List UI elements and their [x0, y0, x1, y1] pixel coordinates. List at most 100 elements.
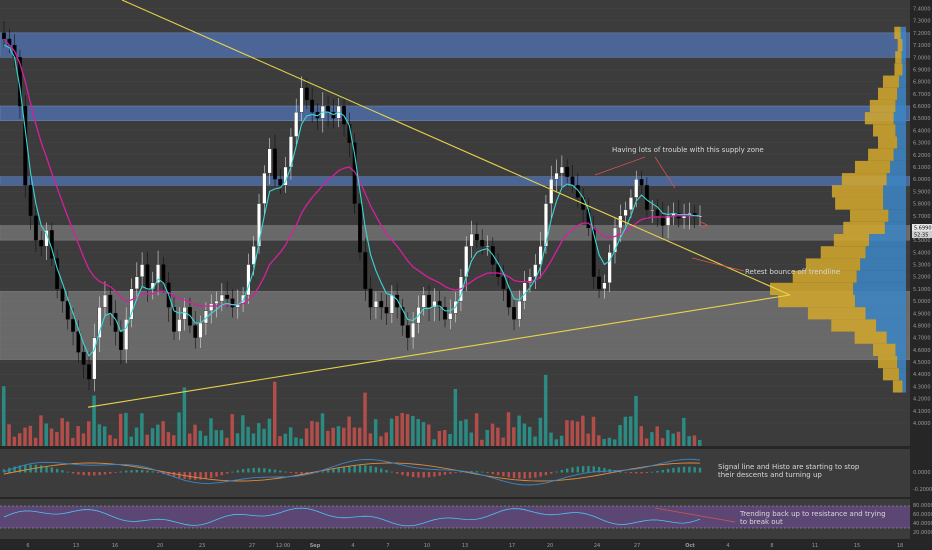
- time-axis-tick: 16: [112, 543, 118, 549]
- candle-body: [134, 276, 139, 290]
- volume-bar: [395, 415, 399, 446]
- macd-histogram-bar: [390, 471, 394, 473]
- volume-profile-sell-bar: [902, 380, 906, 393]
- macd-histogram-bar: [215, 472, 218, 477]
- macd-histogram-bar: [326, 470, 330, 473]
- volume-bar: [299, 438, 304, 446]
- volume-profile-buy-bar: [878, 136, 898, 149]
- volume-profile-buy-bar: [873, 343, 896, 356]
- volume-bar: [161, 421, 165, 446]
- candle-body: [517, 300, 522, 320]
- price-axis-tick: 7.4000: [913, 7, 931, 13]
- price-axis-tick: 4.1000: [913, 409, 931, 415]
- price-axis-tick: 4.5000: [913, 360, 931, 366]
- volume-bar: [464, 419, 468, 446]
- volume-bar: [559, 435, 564, 446]
- rsi-panel: [0, 499, 910, 539]
- volume-profile-sell-bar: [901, 51, 906, 64]
- price-axis-tick: 5.9000: [913, 189, 931, 195]
- macd-histogram-bar: [597, 467, 601, 473]
- volume-profile-buy-bar: [833, 234, 870, 247]
- macd-histogram-bar: [635, 472, 638, 474]
- macd-histogram-bar: [624, 472, 627, 473]
- macd-histogram-bar: [146, 470, 149, 473]
- current-price-badge: 5.6990 52:35: [912, 224, 932, 239]
- time-axis-tick: 13: [462, 543, 468, 549]
- volume-bar: [113, 438, 118, 446]
- volume-profile-sell-bar: [893, 112, 906, 125]
- volume-bar: [506, 412, 511, 446]
- volume-profile: [770, 26, 906, 393]
- candle-body: [607, 252, 612, 283]
- time-axis: 6 13 16 20 23 27 12:00 Sep 4 7 10 13 17 20 24 27 Oct 4 8 11…: [26, 543, 903, 549]
- candle-body: [225, 294, 230, 299]
- volume-bar: [44, 423, 49, 446]
- volume-bar: [517, 415, 521, 446]
- volume-bar: [39, 415, 43, 446]
- candle-body: [400, 307, 405, 326]
- time-axis-tick: 11: [812, 543, 818, 549]
- volume-bar: [501, 437, 505, 446]
- macd-histogram-bar: [475, 471, 479, 473]
- volume-profile-buy-bar: [878, 87, 898, 100]
- candle-body: [193, 325, 198, 338]
- volume-bar: [331, 427, 335, 446]
- volume-profile-sell-bar: [895, 99, 906, 113]
- macd-histogram-bar: [342, 466, 346, 473]
- volume-profile-sell-bar: [854, 294, 906, 308]
- macd-histogram-bar: [225, 472, 229, 474]
- volume-profile-buy-bar: [895, 51, 902, 64]
- volume-profile-buy-bar: [873, 124, 896, 137]
- time-axis-tick: 17: [509, 543, 515, 549]
- candle-body: [427, 294, 431, 308]
- price-axis-tick: 6.6000: [913, 104, 931, 110]
- volume-profile-buy-bar: [897, 38, 903, 52]
- macd-histogram-bar: [98, 472, 101, 476]
- time-axis-tick: Sep: [310, 543, 321, 549]
- candle-body: [172, 307, 176, 332]
- time-badge-bg: [912, 231, 932, 238]
- macd-histogram-bar: [539, 472, 542, 477]
- price-axis-tick: 4.6000: [913, 348, 931, 354]
- volume-bar: [23, 427, 27, 446]
- macd-histogram-bar: [512, 472, 516, 479]
- price-axis: 7.4000 7.3000 7.2000 7.1000 7.0000 6.9000 6.80…: [910, 0, 932, 550]
- volume-bar: [134, 427, 139, 446]
- candle-body: [644, 185, 649, 210]
- macd-histogram-bar: [682, 466, 686, 473]
- volume-bar: [60, 418, 64, 446]
- volume-bar: [533, 436, 537, 446]
- volume-bar: [108, 435, 112, 446]
- macd-histogram-bar: [555, 471, 558, 473]
- annotation-supply-arrow-right: [654, 156, 676, 189]
- volume-profile-sell-bar: [884, 221, 906, 235]
- candle-body: [326, 105, 331, 113]
- candle-body: [474, 233, 479, 241]
- candle-body: [161, 264, 166, 283]
- macd-histogram-bar: [571, 467, 574, 473]
- candle-body: [39, 239, 44, 247]
- macd-histogram-bar: [252, 467, 255, 473]
- candle-body: [623, 209, 628, 216]
- main-plot-area: [0, 0, 910, 446]
- candle-body: [214, 300, 219, 304]
- price-axis-tick: 4.7000: [913, 336, 931, 342]
- candle-body: [251, 246, 256, 265]
- volume-bar: [618, 424, 622, 446]
- macd-histogram-bar: [550, 472, 553, 474]
- candle-body: [92, 337, 97, 380]
- volume-profile-sell-bar: [886, 331, 906, 344]
- candle-body: [219, 294, 224, 302]
- volume-profile-buy-bar: [854, 160, 891, 174]
- candle-body: [60, 288, 65, 302]
- candle-body: [613, 227, 617, 253]
- macd-histogram-bar: [273, 469, 277, 473]
- time-axis-tick: 18: [897, 543, 903, 549]
- volume-bar: [644, 438, 649, 446]
- volume-bar: [102, 426, 107, 446]
- volume-bar: [187, 433, 192, 446]
- macd-histogram-bar: [13, 466, 16, 473]
- time-axis-tick: 6: [26, 543, 29, 549]
- volume-profile-buy-bar: [841, 173, 887, 186]
